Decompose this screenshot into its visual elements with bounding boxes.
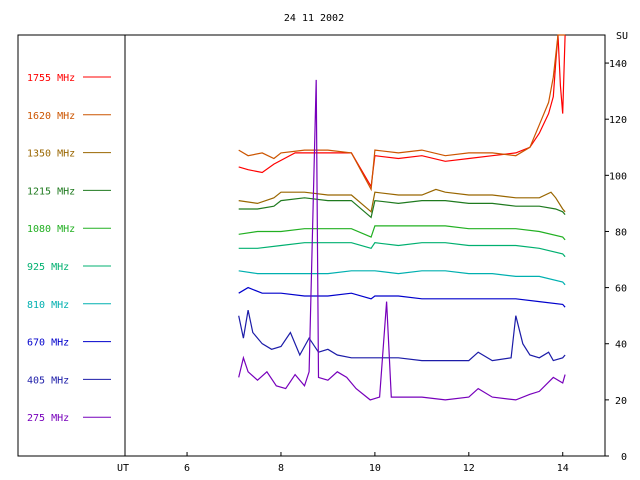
series-line bbox=[238, 270, 566, 286]
legend-label: 1755 MHz bbox=[27, 73, 75, 84]
y-axis: 0 20 40 60 80 100 120 140 bbox=[605, 59, 627, 463]
x-start-label: UT bbox=[117, 463, 129, 474]
legend-label: 405 MHz bbox=[27, 375, 69, 386]
series-line bbox=[238, 242, 566, 258]
y-tick-label: 100 bbox=[609, 171, 627, 182]
series-line bbox=[238, 309, 566, 362]
legend-label: 1215 MHz bbox=[27, 186, 75, 197]
series-line bbox=[238, 225, 566, 241]
y-tick-label: 60 bbox=[615, 284, 627, 295]
series-line bbox=[238, 197, 566, 219]
legend-label: 810 MHz bbox=[27, 300, 69, 311]
plot-area bbox=[238, 34, 566, 401]
legend-label: 670 MHz bbox=[27, 338, 69, 349]
plot-frame bbox=[17, 34, 606, 457]
legend-label: 1350 MHz bbox=[27, 149, 75, 160]
y-tick-label: 40 bbox=[615, 340, 627, 351]
x-axis: 6 8 10 12 14 bbox=[184, 452, 569, 474]
x-tick-label: 8 bbox=[278, 463, 284, 474]
y-tick-label: 140 bbox=[609, 59, 627, 70]
series-line bbox=[238, 188, 566, 213]
y-tick-label: 20 bbox=[615, 396, 627, 407]
series-line bbox=[238, 79, 566, 401]
series-line bbox=[238, 286, 566, 308]
legend-label: 1620 MHz bbox=[27, 111, 75, 122]
series-line bbox=[238, 34, 566, 192]
y-unit-label: SU bbox=[616, 31, 628, 42]
legend-label: 1080 MHz bbox=[27, 224, 75, 235]
x-tick-label: 10 bbox=[369, 463, 381, 474]
chart-title: 24 11 2002 bbox=[284, 13, 344, 24]
y-tick-label: 120 bbox=[609, 115, 627, 126]
legend-label: 925 MHz bbox=[27, 262, 69, 273]
x-tick-label: 14 bbox=[557, 463, 569, 474]
x-tick-label: 6 bbox=[184, 463, 190, 474]
y-tick-label: 80 bbox=[615, 227, 627, 238]
y-tick-label: 0 bbox=[621, 452, 627, 463]
legend: 1755 MHz 1620 MHz 1350 MHz 1215 MHz 1080 MHz… bbox=[27, 73, 111, 424]
x-tick-label: 12 bbox=[463, 463, 475, 474]
legend-label: 275 MHz bbox=[27, 413, 69, 424]
series-line bbox=[238, 34, 566, 189]
